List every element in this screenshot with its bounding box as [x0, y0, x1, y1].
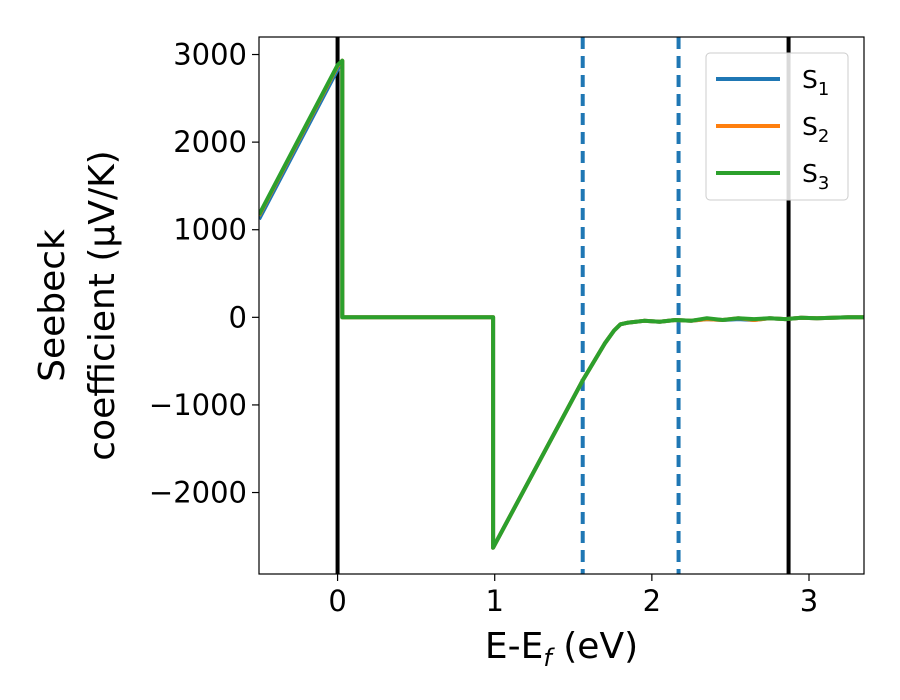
y-tick-label: −1000 — [149, 388, 247, 422]
plot-frame — [258, 36, 865, 575]
x-tick-label: 1 — [485, 584, 503, 618]
legend-item-s3: S3 — [716, 159, 829, 194]
legend-item-s1: S1 — [716, 65, 829, 100]
y-tick-label: −2000 — [149, 476, 247, 510]
legend: S1 S2 S3 — [705, 52, 849, 201]
x-axis-ticks: 0 1 2 3 — [328, 574, 818, 618]
y-tick-label: 2000 — [173, 125, 247, 159]
x-tick-label: 2 — [643, 584, 661, 618]
y-axis-ticks: −2000 −1000 0 1000 2000 3000 — [149, 38, 259, 510]
series-layer — [259, 58, 864, 550]
y-axis-label: Seebeck coefficient (μV/K) — [32, 150, 123, 460]
x-axis-label: E-Ef (eV) — [485, 626, 638, 672]
y-axis-label-line-2: coefficient (μV/K) — [82, 150, 123, 460]
series-line-s3 — [259, 58, 864, 550]
legend-label: S3 — [802, 159, 829, 194]
y-axis-label-line-1: Seebeck — [32, 229, 73, 382]
legend-label: S2 — [802, 112, 829, 147]
y-tick-label: 0 — [229, 300, 247, 334]
y-tick-label: 3000 — [173, 38, 247, 72]
y-tick-label: 1000 — [173, 213, 247, 247]
x-tick-label: 3 — [800, 584, 818, 618]
legend-label: S1 — [802, 65, 829, 100]
x-tick-label: 0 — [328, 584, 346, 618]
legend-item-s2: S2 — [716, 112, 829, 147]
